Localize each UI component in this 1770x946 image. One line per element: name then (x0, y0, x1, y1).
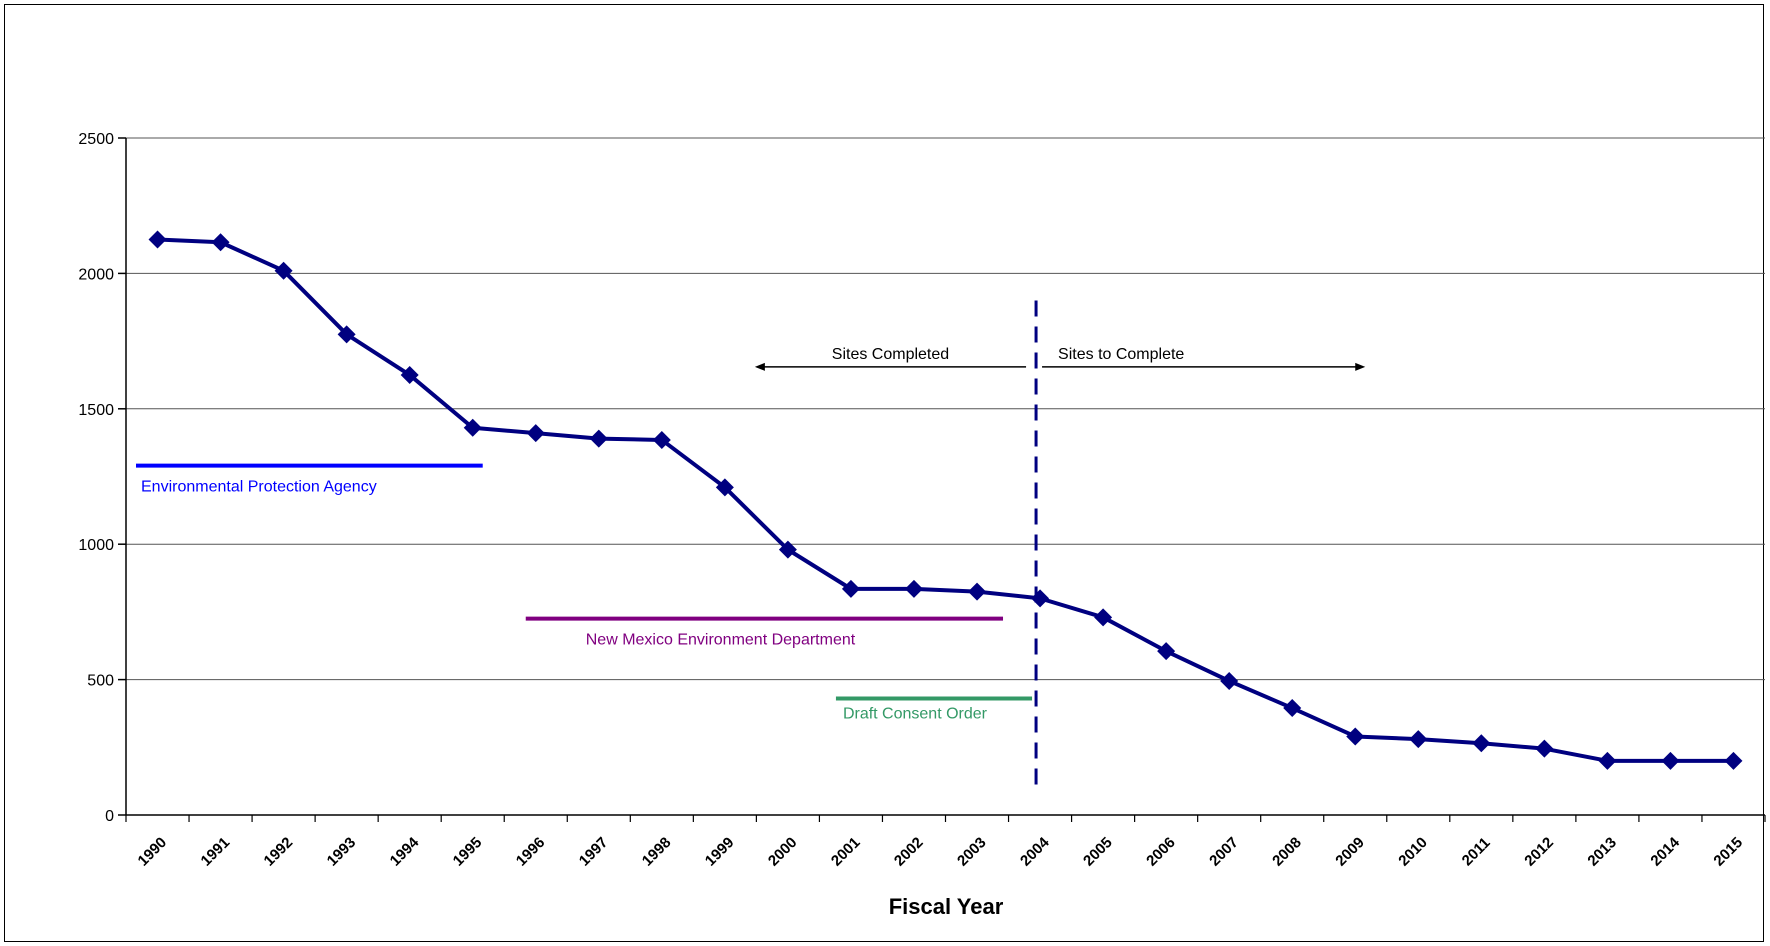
x-tick-label: 2010 (1395, 834, 1431, 870)
data-point-2012 (1535, 739, 1554, 758)
y-tick-labels: 0 500 1000 1500 2000 2500 (78, 131, 114, 825)
x-tick-label: 2009 (1332, 834, 1368, 870)
y-tick-label: 500 (87, 673, 114, 690)
x-tick-label: 2001 (828, 834, 864, 870)
x-tick-label: 1995 (450, 834, 486, 870)
annotations: Environmental Protection Agency New Mexic… (136, 300, 1366, 793)
nmed-label: New Mexico Environment Department (586, 632, 856, 649)
data-point-2011 (1472, 734, 1491, 753)
data-point-2003 (968, 582, 987, 601)
to-complete-arrowhead (1355, 362, 1366, 371)
data-point-1996 (526, 424, 545, 443)
x-tick-label: 2011 (1459, 834, 1494, 869)
data-point-2010 (1409, 730, 1428, 749)
data-point-2000 (778, 540, 797, 559)
x-tick-label: 2002 (891, 834, 927, 870)
x-tick-label: 2005 (1080, 834, 1116, 870)
x-tick-label: 2014 (1647, 834, 1683, 870)
x-tick-label: 2000 (765, 834, 801, 870)
data-point-2005 (1094, 608, 1113, 627)
data-point-1994 (400, 365, 419, 384)
data-point-2013 (1598, 751, 1617, 770)
x-tick-label: 1992 (261, 834, 297, 870)
x-tick-label: 2007 (1206, 834, 1242, 870)
data-point-2007 (1220, 671, 1239, 690)
x-axis-title: Fiscal Year (889, 894, 1004, 919)
epa-label: Environmental Protection Agency (141, 479, 377, 496)
x-tick-label: 2015 (1710, 834, 1746, 870)
x-tick-label: 1994 (387, 834, 423, 870)
sites-completed-label: Sites Completed (832, 346, 949, 363)
data-point-2015 (1724, 751, 1743, 770)
data-point-1998 (652, 430, 671, 449)
series-line (157, 237, 1734, 763)
x-tick-label: 1999 (702, 834, 738, 870)
x-tick-label: 2013 (1584, 834, 1620, 870)
y-tick-label: 2500 (78, 131, 114, 148)
x-tick-label: 1996 (513, 834, 549, 870)
x-tick-label: 2003 (954, 834, 990, 870)
data-point-1992 (274, 261, 293, 280)
y-tick-label: 2000 (78, 266, 114, 283)
gridlines (118, 137, 1766, 822)
x-tick-labels: 1990 1991 1992 1993 1994 1995 1996 1997 1998 1999… (135, 834, 1747, 870)
data-point-2002 (904, 579, 923, 598)
sites-to-complete-label: Sites to Complete (1058, 346, 1184, 363)
data-point-1999 (715, 478, 734, 497)
x-tick-label: 1997 (576, 834, 612, 870)
y-tick-label: 1500 (78, 402, 114, 419)
data-point-2009 (1346, 727, 1365, 746)
data-point-2006 (1157, 642, 1176, 661)
x-tick-label: 1991 (198, 834, 234, 870)
x-tick-label: 1990 (135, 834, 171, 870)
data-point-2001 (841, 579, 860, 598)
x-tick-label: 1998 (639, 834, 675, 870)
data-point-2004 (1031, 589, 1050, 608)
data-point-1997 (589, 429, 608, 448)
x-tick-label: 2008 (1269, 834, 1305, 870)
x-tick-label: 2004 (1017, 834, 1053, 870)
x-tick-label: 1993 (324, 834, 360, 870)
chart-frame (4, 4, 1764, 942)
data-point-1995 (463, 418, 482, 437)
y-tick-label: 0 (105, 808, 114, 825)
consent-label: Draft Consent Order (843, 706, 988, 723)
data-point-2014 (1661, 751, 1680, 770)
data-point-1991 (211, 233, 230, 252)
y-tick-label: 1000 (78, 537, 114, 554)
x-tick-label: 2012 (1521, 834, 1557, 870)
x-tick-label: 2006 (1143, 834, 1179, 870)
data-point-1993 (337, 325, 356, 344)
series (148, 230, 1743, 770)
data-point-2008 (1283, 699, 1302, 718)
data-point-1990 (148, 230, 167, 249)
completed-arrowhead (754, 362, 765, 371)
